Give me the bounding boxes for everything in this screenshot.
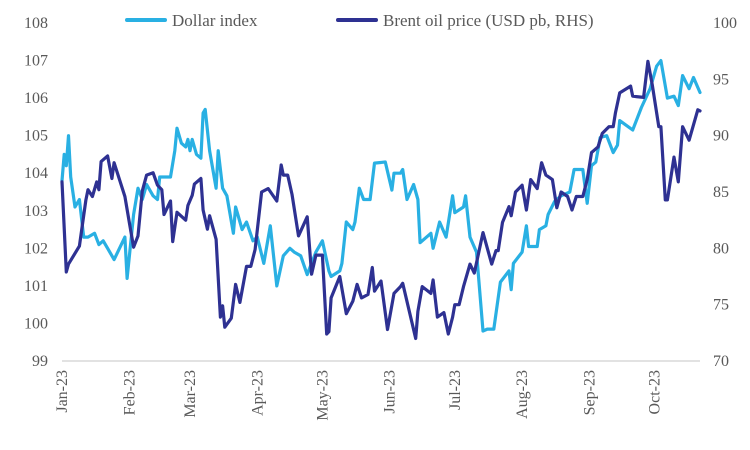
x-tick-label: Aug-23 — [514, 370, 531, 419]
y-left-tick-label: 106 — [24, 90, 48, 107]
x-tick-label: Apr-23 — [249, 370, 266, 416]
y-right-tick-label: 70 — [713, 353, 729, 370]
legend: Dollar index Brent oil price (USD pb, RH… — [125, 11, 594, 30]
y-left-tick-label: 107 — [24, 53, 48, 70]
legend-label-brent: Brent oil price (USD pb, RHS) — [383, 11, 594, 30]
x-tick-label: Sep-23 — [581, 370, 598, 415]
y-axis-right: 70 75 80 85 90 95 100 — [713, 15, 737, 370]
x-tick-label: Jun-23 — [382, 370, 399, 414]
y-left-tick-label: 105 — [24, 128, 48, 145]
x-tick-label: Mar-23 — [182, 370, 199, 418]
y-right-tick-label: 95 — [713, 71, 729, 88]
y-left-tick-label: 102 — [24, 240, 48, 257]
y-left-tick-label: 108 — [24, 15, 48, 32]
y-left-tick-label: 103 — [24, 203, 48, 220]
x-tick-label: Jul-23 — [447, 370, 464, 410]
brent-oil-price-line — [60, 59, 702, 341]
y-right-tick-label: 80 — [713, 240, 729, 257]
dollar-index-line — [60, 59, 702, 333]
y-axis-left: 99 100 101 102 103 104 105 106 107 108 — [24, 15, 48, 370]
y-left-tick-label: 104 — [24, 165, 48, 182]
y-left-tick-label: 101 — [24, 278, 48, 295]
y-right-tick-label: 75 — [713, 297, 729, 314]
y-right-tick-label: 100 — [713, 15, 737, 32]
y-right-tick-label: 90 — [713, 128, 729, 145]
y-left-tick-label: 100 — [24, 315, 48, 332]
x-tick-label: Feb-23 — [121, 370, 138, 415]
x-tick-label: May-23 — [314, 370, 331, 421]
series-lines — [60, 59, 702, 341]
x-tick-label: Jan-23 — [54, 370, 71, 413]
x-tick-label: Oct-23 — [646, 370, 663, 414]
legend-label-dollar-index: Dollar index — [172, 11, 258, 30]
y-left-tick-label: 99 — [32, 353, 48, 370]
y-right-tick-label: 85 — [713, 184, 729, 201]
x-axis: Jan-23 Feb-23 Mar-23 Apr-23 May-23 Jun-23 Jul-… — [54, 370, 663, 421]
